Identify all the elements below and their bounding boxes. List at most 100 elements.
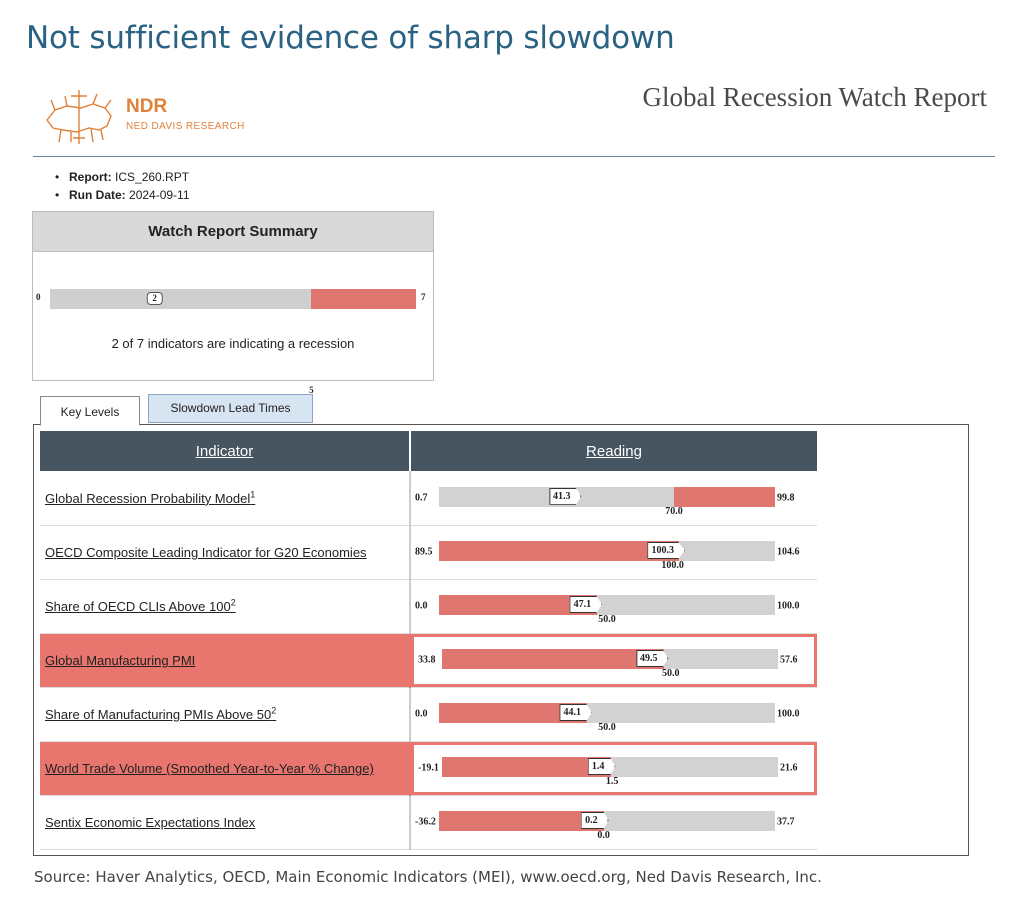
indicator-link[interactable]: Share of Manufacturing PMIs Above 502 bbox=[45, 706, 276, 723]
reading-min: 0.0 bbox=[415, 708, 428, 720]
indicator-table: Indicator Reading Global Recession Proba… bbox=[40, 431, 817, 850]
table-header-row: Indicator Reading bbox=[40, 431, 817, 471]
summary-gauge: 2 5 bbox=[50, 289, 416, 395]
bull-bear-logo-icon bbox=[46, 90, 112, 144]
table-row: Global Recession Probability Model1 0.7 … bbox=[40, 471, 817, 526]
reading-current-marker: 41.3 bbox=[549, 487, 582, 505]
watch-report-summary: Watch Report Summary 0 2 5 7 2 of 7 indi… bbox=[32, 211, 434, 395]
table-row: Share of OECD CLIs Above 1002 0.0 47.1 5… bbox=[40, 579, 817, 634]
reading-gauge-area: 33.8 49.5 50.0 57.6 bbox=[414, 636, 814, 684]
indicator-footnote: 2 bbox=[230, 597, 236, 608]
reading-min: -19.1 bbox=[418, 762, 439, 774]
summary-title: Watch Report Summary bbox=[33, 212, 433, 252]
reading-gauge-alert-zone bbox=[439, 541, 680, 561]
reading-gauge: 44.1 50.0 bbox=[439, 703, 775, 733]
indicator-name-cell: Sentix Economic Expectations Index bbox=[40, 795, 411, 850]
indicator-name: Global Recession Probability Model bbox=[45, 490, 251, 506]
report-frame: NDR NED DAVIS RESEARCH Global Recession … bbox=[25, 64, 995, 862]
reading-current-marker: 0.2 bbox=[581, 812, 609, 829]
reading-gauge-alert-zone bbox=[673, 486, 775, 507]
reading-cell: -19.1 1.4 1.5 21.6 bbox=[410, 741, 817, 796]
reading-gauge-alert-zone bbox=[442, 757, 612, 777]
reading-cell: 0.0 47.1 50.0 100.0 bbox=[410, 579, 817, 634]
indicator-link[interactable]: Share of OECD CLIs Above 1002 bbox=[45, 597, 236, 615]
reading-threshold: 50.0 bbox=[598, 614, 616, 625]
reading-gauge-area: 0.7 41.3 70.0 99.8 bbox=[411, 471, 817, 525]
reading-cell: -36.2 0.2 0.0 37.7 bbox=[410, 795, 817, 850]
run-date-label: Run Date: bbox=[69, 188, 126, 202]
reading-current-marker: 100.3 bbox=[647, 542, 685, 559]
report-title: Global Recession Watch Report bbox=[642, 82, 987, 112]
summary-text: 2 of 7 indicators are indicating a reces… bbox=[111, 336, 355, 351]
reading-max: 104.6 bbox=[777, 546, 800, 558]
reading-cell: 89.5 100.3 100.0 104.6 bbox=[410, 525, 817, 580]
summary-current-marker: 2 bbox=[146, 292, 163, 305]
reading-gauge-alert-zone bbox=[442, 649, 664, 669]
indicator-name: OECD Composite Leading Indicator for G20… bbox=[45, 545, 367, 561]
indicator-name: Sentix Economic Expectations Index bbox=[45, 815, 256, 831]
source-note: Source: Haver Analytics, OECD, Main Econ… bbox=[34, 868, 822, 886]
indicator-name-cell: OECD Composite Leading Indicator for G20… bbox=[40, 525, 411, 580]
reading-min: 0.7 bbox=[415, 492, 428, 504]
reading-gauge-area: -36.2 0.2 0.0 37.7 bbox=[411, 795, 817, 849]
reading-current-marker: 44.1 bbox=[559, 704, 593, 721]
indicator-link[interactable]: World Trade Volume (Smoothed Year-to-Yea… bbox=[45, 761, 374, 776]
table-row: Share of Manufacturing PMIs Above 502 0.… bbox=[40, 687, 817, 742]
reading-current-marker: 47.1 bbox=[569, 596, 603, 613]
reading-threshold: 70.0 bbox=[665, 505, 683, 517]
summary-threshold: 5 bbox=[309, 385, 314, 395]
indicator-link[interactable]: OECD Composite Leading Indicator for G20… bbox=[45, 545, 367, 560]
header-divider bbox=[33, 156, 995, 157]
indicator-link[interactable]: Sentix Economic Expectations Index bbox=[45, 815, 255, 830]
summary-gauge-alert-zone bbox=[311, 289, 416, 309]
reading-max: 100.0 bbox=[777, 708, 800, 720]
report-id: Report: ICS_260.RPT bbox=[55, 168, 190, 186]
reading-gauge: 49.5 50.0 bbox=[442, 649, 778, 679]
page-headline: Not sufficient evidence of sharp slowdow… bbox=[26, 20, 675, 56]
reading-gauge: 0.2 0.0 bbox=[439, 811, 775, 841]
indicator-link[interactable]: Global Recession Probability Model1 bbox=[45, 489, 256, 506]
reading-gauge: 1.4 1.5 bbox=[442, 757, 778, 787]
reading-min: 0.0 bbox=[415, 600, 428, 612]
reading-min: 89.5 bbox=[415, 546, 433, 558]
indicator-name-cell: Global Recession Probability Model1 bbox=[40, 471, 411, 526]
reading-threshold: 0.0 bbox=[597, 830, 610, 841]
reading-gauge-area: 89.5 100.3 100.0 104.6 bbox=[411, 525, 817, 579]
table-row: World Trade Volume (Smoothed Year-to-Yea… bbox=[40, 741, 817, 796]
column-header-indicator[interactable]: Indicator bbox=[40, 431, 411, 471]
indicator-table-frame: Indicator Reading Global Recession Proba… bbox=[33, 424, 969, 856]
reading-max: 37.7 bbox=[777, 816, 795, 828]
column-header-reading[interactable]: Reading bbox=[410, 431, 817, 471]
report-id-label: Report: bbox=[69, 170, 112, 184]
run-date-value: 2024-09-11 bbox=[129, 188, 190, 202]
reading-threshold: 50.0 bbox=[598, 722, 616, 733]
indicator-name-cell: Share of OECD CLIs Above 1002 bbox=[40, 579, 411, 634]
table-row: Sentix Economic Expectations Index -36.2… bbox=[40, 795, 817, 850]
reading-max: 21.6 bbox=[780, 762, 798, 774]
summary-max: 7 bbox=[421, 292, 426, 302]
reading-gauge-alert-zone bbox=[439, 595, 598, 615]
reading-cell: 33.8 49.5 50.0 57.6 bbox=[410, 633, 817, 688]
reading-gauge: 100.3 100.0 bbox=[439, 541, 775, 571]
reading-gauge-alert-zone bbox=[439, 811, 605, 831]
tab-slowdown-lead-times[interactable]: Slowdown Lead Times bbox=[148, 394, 313, 423]
reading-gauge-area: 0.0 47.1 50.0 100.0 bbox=[411, 579, 817, 633]
reading-gauge: 41.3 70.0 bbox=[439, 486, 775, 517]
indicator-footnote: 1 bbox=[250, 489, 256, 500]
indicator-name-cell: Global Manufacturing PMI bbox=[40, 633, 411, 688]
reading-threshold: 50.0 bbox=[661, 668, 680, 679]
reading-current-marker: 1.4 bbox=[587, 758, 616, 775]
tab-key-levels[interactable]: Key Levels bbox=[40, 396, 140, 426]
report-id-value: ICS_260.RPT bbox=[115, 170, 190, 184]
indicator-name: Share of Manufacturing PMIs Above 50 bbox=[45, 707, 272, 723]
brand-name: NDR bbox=[126, 96, 168, 117]
reading-max: 100.0 bbox=[777, 600, 800, 612]
brand-subtitle: NED DAVIS RESEARCH bbox=[126, 121, 245, 132]
indicator-name: Share of OECD CLIs Above 100 bbox=[45, 599, 231, 615]
reading-min: -36.2 bbox=[415, 816, 436, 828]
table-row: OECD Composite Leading Indicator for G20… bbox=[40, 525, 817, 580]
indicator-link[interactable]: Global Manufacturing PMI bbox=[45, 653, 195, 668]
reading-cell: 0.7 41.3 70.0 99.8 bbox=[410, 471, 817, 526]
indicator-name-cell: Share of Manufacturing PMIs Above 502 bbox=[40, 687, 411, 742]
indicator-name: World Trade Volume (Smoothed Year-to-Yea… bbox=[45, 761, 374, 777]
